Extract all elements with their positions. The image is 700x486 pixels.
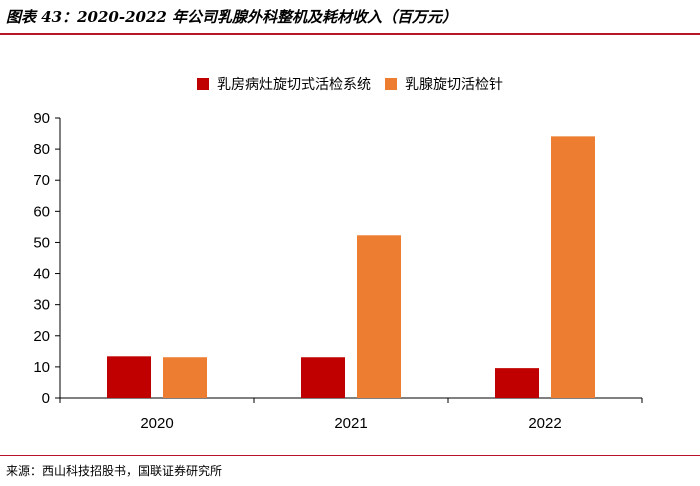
bar-series-2-2022 bbox=[551, 136, 595, 398]
y-tick-label: 40 bbox=[33, 266, 50, 283]
legend-item-series-2: 乳腺旋切活检针 bbox=[385, 74, 503, 94]
legend-label-series-2: 乳腺旋切活检针 bbox=[405, 77, 503, 93]
figure-title: 图表 43：2020-2022 年公司乳腺外科整机及耗材收入（百万元） bbox=[6, 8, 458, 26]
y-tick-label: 80 bbox=[33, 141, 50, 158]
y-tick-label: 10 bbox=[33, 359, 50, 376]
bar-series-2-2021 bbox=[357, 235, 401, 398]
y-tick-label: 30 bbox=[33, 297, 50, 314]
chart-legend: 乳房病灶旋切式活检系统 乳腺旋切活检针 bbox=[0, 74, 700, 94]
y-tick-label: 0 bbox=[42, 390, 50, 407]
legend-item-series-1: 乳房病灶旋切式活检系统 bbox=[197, 74, 371, 94]
x-tick-label: 2022 bbox=[528, 415, 561, 432]
bar-chart: 0 10 20 30 40 50 60 70 80 90 2020 2021 2022 bbox=[33, 110, 643, 432]
legend-swatch-series-2 bbox=[385, 78, 397, 90]
legend-swatch-series-1 bbox=[197, 78, 209, 90]
legend-label-series-1: 乳房病灶旋切式活检系统 bbox=[217, 77, 371, 93]
y-tick-label: 60 bbox=[33, 203, 50, 220]
bar-series-2-2020 bbox=[163, 357, 207, 398]
x-tick-label: 2020 bbox=[140, 415, 173, 432]
source-note: 来源：西山科技招股书，国联证券研究所 bbox=[6, 464, 223, 478]
y-tick-label: 90 bbox=[33, 110, 50, 127]
y-tick-label: 70 bbox=[33, 172, 50, 189]
title-divider bbox=[0, 33, 700, 35]
bar-series-1-2022 bbox=[495, 368, 539, 398]
bar-series-1-2021 bbox=[301, 357, 345, 398]
y-tick-label: 20 bbox=[33, 328, 50, 345]
y-tick-label: 50 bbox=[33, 234, 50, 251]
x-tick-label: 2021 bbox=[334, 415, 367, 432]
bar-series-1-2020 bbox=[107, 356, 151, 398]
footer-divider bbox=[0, 455, 700, 456]
